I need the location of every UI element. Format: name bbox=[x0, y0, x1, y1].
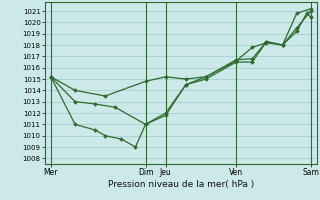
X-axis label: Pression niveau de la mer( hPa ): Pression niveau de la mer( hPa ) bbox=[108, 180, 254, 189]
